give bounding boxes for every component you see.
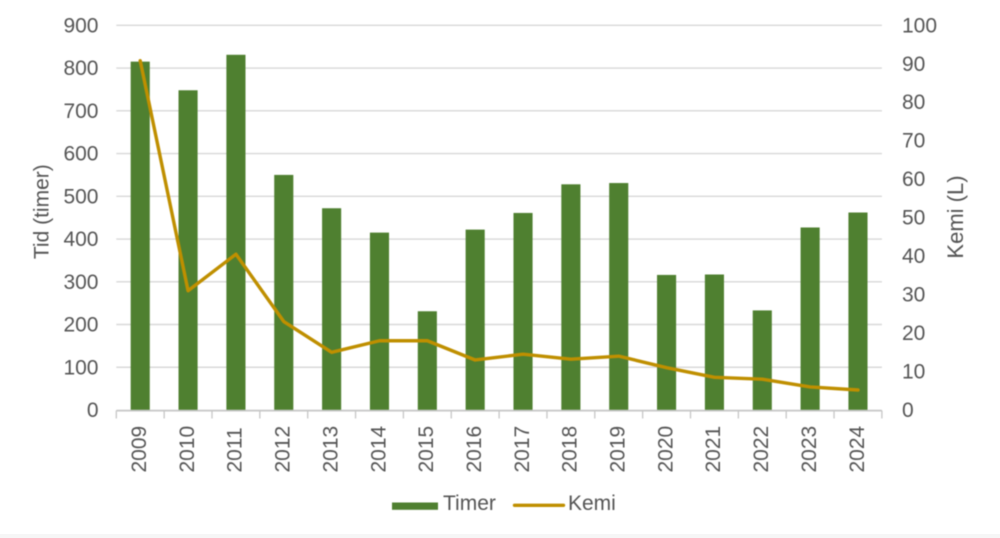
svg-text:40: 40 <box>902 245 925 268</box>
svg-text:70: 70 <box>902 130 925 153</box>
svg-text:Kemi (L): Kemi (L) <box>943 175 968 258</box>
svg-text:100: 100 <box>902 14 937 37</box>
svg-text:30: 30 <box>902 284 925 307</box>
svg-text:500: 500 <box>63 185 98 208</box>
svg-text:80: 80 <box>902 91 925 114</box>
svg-text:800: 800 <box>63 57 98 80</box>
svg-text:900: 900 <box>63 14 98 37</box>
svg-text:Tid (timer): Tid (timer) <box>31 164 54 259</box>
svg-text:2019: 2019 <box>607 426 630 473</box>
svg-text:2009: 2009 <box>128 426 151 473</box>
svg-text:2022: 2022 <box>750 426 773 473</box>
svg-text:2014: 2014 <box>367 425 390 472</box>
svg-text:50: 50 <box>902 207 925 230</box>
svg-text:400: 400 <box>63 228 98 251</box>
svg-text:2017: 2017 <box>511 426 534 473</box>
svg-text:2023: 2023 <box>798 426 821 473</box>
svg-text:Timer: Timer <box>443 492 496 515</box>
svg-text:20: 20 <box>902 322 925 345</box>
svg-text:2012: 2012 <box>272 426 295 473</box>
svg-text:700: 700 <box>63 100 98 123</box>
svg-text:600: 600 <box>63 143 98 166</box>
svg-text:0: 0 <box>87 399 99 422</box>
svg-text:200: 200 <box>63 314 98 337</box>
svg-text:2024: 2024 <box>846 425 869 472</box>
svg-text:90: 90 <box>902 53 925 76</box>
svg-text:100: 100 <box>63 356 98 379</box>
svg-text:2018: 2018 <box>559 426 582 473</box>
svg-text:2013: 2013 <box>319 426 342 473</box>
svg-text:2010: 2010 <box>176 426 199 473</box>
svg-text:2011: 2011 <box>224 427 247 472</box>
svg-text:2015: 2015 <box>415 426 438 473</box>
svg-text:300: 300 <box>63 271 98 294</box>
svg-text:10: 10 <box>902 361 925 384</box>
svg-text:0: 0 <box>902 399 914 422</box>
svg-text:2016: 2016 <box>463 426 486 473</box>
svg-text:2021: 2021 <box>702 426 725 473</box>
svg-text:60: 60 <box>902 168 925 191</box>
svg-text:Kemi: Kemi <box>568 492 616 515</box>
svg-text:2020: 2020 <box>654 426 677 473</box>
